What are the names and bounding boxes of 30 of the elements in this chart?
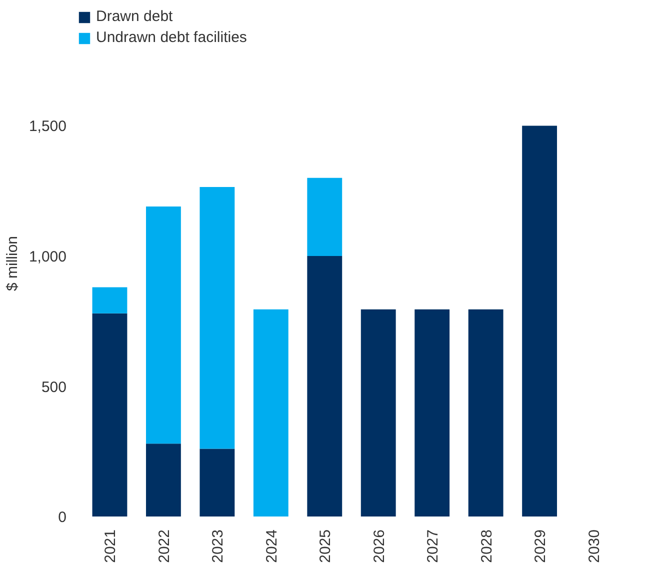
x-tick-label: 2030 <box>586 529 603 563</box>
bar <box>468 309 504 517</box>
x-tick-label: 2029 <box>532 529 550 563</box>
bar <box>146 444 181 517</box>
bar <box>146 206 181 444</box>
x-tick-label: 2021 <box>102 529 120 563</box>
y-axis-title: $ million <box>4 236 21 292</box>
bar <box>522 126 557 517</box>
x-tick-label: 2024 <box>263 529 280 563</box>
x-tick-label: 2023 <box>210 529 227 563</box>
bar <box>360 309 396 517</box>
x-tick-label: 2025 <box>317 529 334 563</box>
bar <box>307 178 342 256</box>
legend-label: Drawn debt <box>96 8 173 25</box>
bar <box>253 309 288 517</box>
y-tick-label: 0 <box>58 509 66 526</box>
bar <box>92 287 128 314</box>
x-tick-label: 2027 <box>424 529 442 563</box>
y-tick-label: 500 <box>41 378 67 396</box>
y-tick-label: 1,000 <box>28 248 67 266</box>
x-tick-label: 2022 <box>156 529 173 563</box>
bar <box>307 256 342 517</box>
x-tick-label: 2026 <box>370 529 388 563</box>
y-tick-label: 1,500 <box>28 118 67 136</box>
bar <box>200 448 235 517</box>
bar <box>200 186 235 449</box>
bar <box>414 309 450 517</box>
x-tick-label: 2028 <box>478 529 496 563</box>
legend-label: Undrawn debt facilities <box>96 29 247 46</box>
bar <box>92 313 128 517</box>
